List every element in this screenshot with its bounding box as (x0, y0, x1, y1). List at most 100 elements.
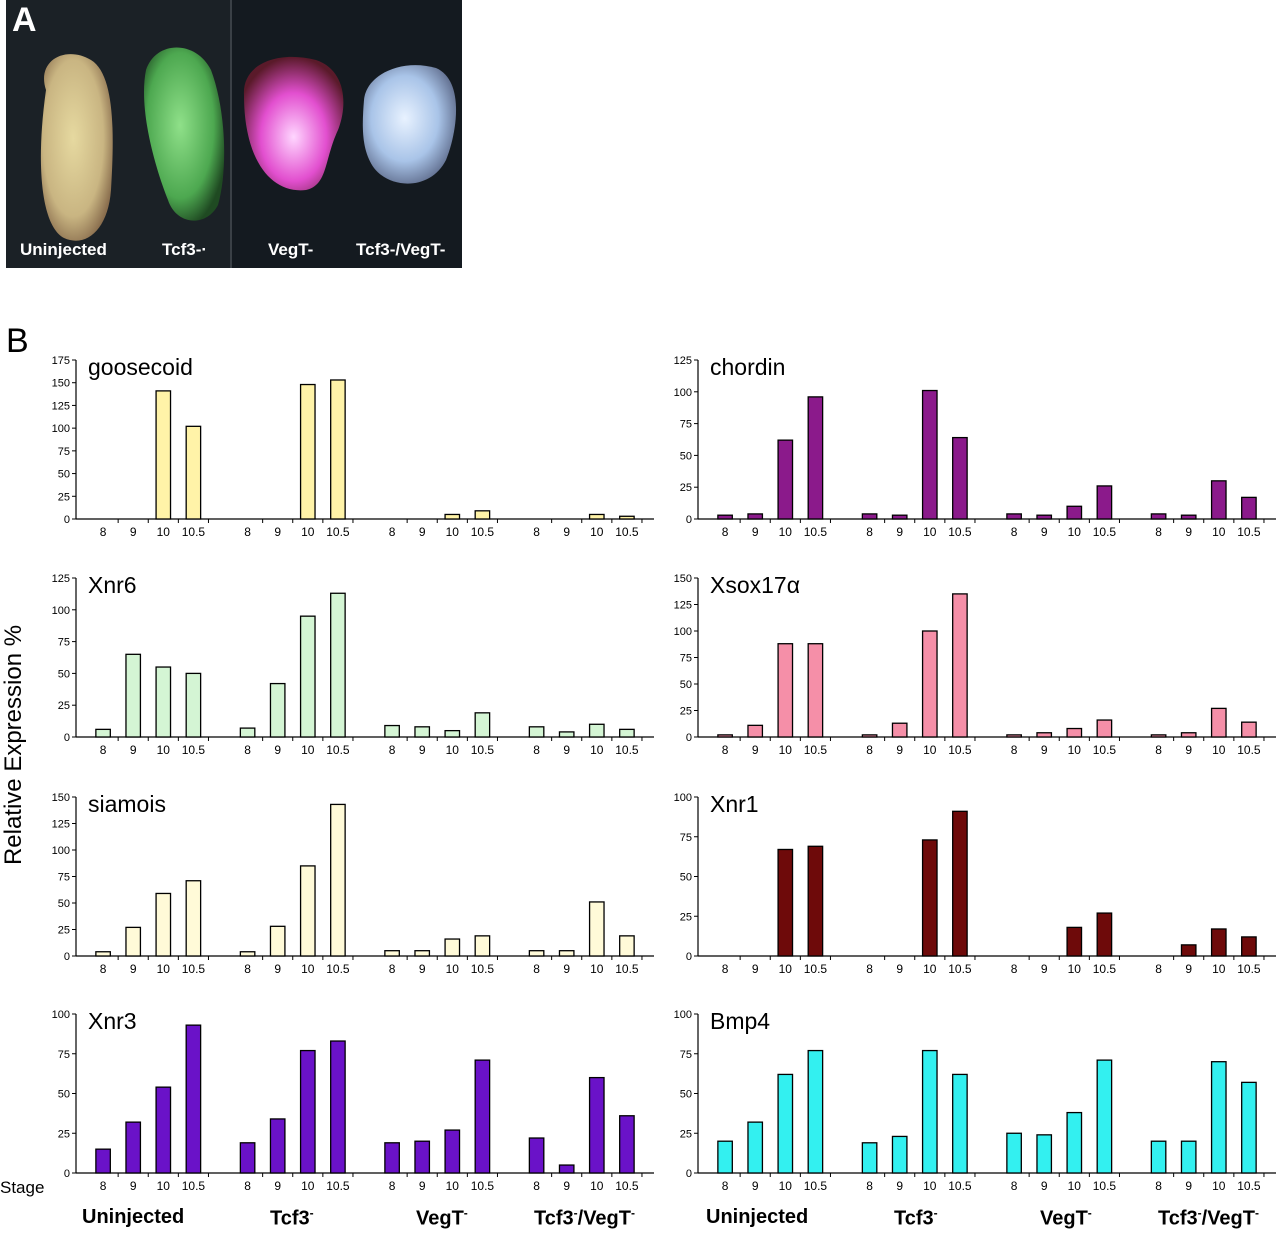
chart-xsox17: 0 25 50 75 100 125 150 Xsox17α 8 9 10 10.5 8 9 10 10.5 8… (674, 572, 1276, 757)
y-tick-label: 125 (674, 355, 692, 367)
y-tick-label: 25 (58, 1128, 70, 1140)
chart-goosecoid: 0 25 50 75 100 125 150 175 goosecoid 8 9 10 10.5 8 9 10… (52, 354, 654, 539)
x-tick-label: 9 (1185, 1179, 1192, 1193)
bar (384, 1142, 400, 1174)
bar (747, 513, 764, 520)
x-tick-label: 8 (1011, 743, 1018, 757)
group-label-vegt-right: VegT- (1040, 1206, 1092, 1230)
x-tick-label: 10 (779, 743, 793, 757)
chart-title: siamois (88, 791, 166, 817)
x-tick-label: 10.5 (804, 1179, 828, 1193)
bar (125, 926, 142, 957)
y-tick-label: 150 (52, 378, 70, 390)
bar (1096, 485, 1113, 520)
embryo-uninjected (40, 54, 113, 241)
bar (299, 383, 316, 520)
bar (747, 1121, 764, 1174)
embryo-tcf3 (144, 47, 225, 221)
y-tick-label: 150 (674, 573, 692, 585)
x-tick-label: 10.5 (182, 1179, 206, 1193)
caption-vegt: VegT- (268, 240, 314, 259)
x-tick-label: 10 (1068, 1179, 1082, 1193)
caption-tcf3-vegt: Tcf3-/VegT- (356, 240, 446, 259)
chart-bmp4: 0 25 50 75 100 Bmp4 8 9 10 10.5 8 9 10 10.5 8 9 10 10.5 8 9… (674, 1008, 1276, 1193)
y-tick-label: 0 (64, 514, 70, 526)
y-tick-label: 175 (52, 355, 70, 367)
y-tick-label: 50 (680, 679, 692, 691)
y-tick-label: 25 (680, 706, 692, 718)
bar (861, 513, 878, 520)
x-tick-label: 8 (722, 525, 729, 539)
x-tick-label: 10.5 (804, 743, 828, 757)
bar (891, 1135, 908, 1174)
bar (239, 951, 256, 957)
bar (777, 1073, 794, 1174)
y-tick-label: 0 (64, 951, 70, 963)
bar (891, 722, 908, 738)
x-tick-label: 9 (563, 525, 570, 539)
bar (269, 925, 286, 957)
bar (155, 892, 172, 957)
x-tick-label: 10.5 (1093, 743, 1117, 757)
bar (558, 950, 575, 957)
chart-title: Xnr6 (88, 572, 137, 598)
y-tick-label: 50 (58, 668, 70, 680)
bar (1241, 1081, 1257, 1174)
chart-siamois: 0 25 50 75 100 125 150 siamois 8 9 10 10.5 8 9 10 10.5 8… (52, 791, 654, 976)
y-tick-label: 125 (52, 400, 70, 412)
bar (185, 1024, 202, 1174)
bar (1066, 926, 1083, 957)
bar (1150, 513, 1167, 520)
bar (921, 389, 938, 520)
x-tick-label: 8 (244, 743, 251, 757)
x-tick-label: 10 (1068, 743, 1082, 757)
x-tick-label: 10 (1212, 743, 1226, 757)
y-tick-label: 125 (674, 600, 692, 612)
group-label-tcf3-vegt-right: Tcf3-/VegT- (1158, 1206, 1259, 1230)
x-tick-label: 10.5 (182, 743, 206, 757)
x-tick-label: 10 (446, 1179, 460, 1193)
x-tick-label: 8 (722, 1179, 729, 1193)
chart-title: Xsox17α (710, 572, 800, 598)
x-tick-label: 8 (100, 962, 107, 976)
y-tick-label: 100 (52, 845, 70, 857)
bar (1066, 1111, 1083, 1174)
panel-b-label: B (6, 322, 29, 360)
x-tick-label: 10.5 (948, 525, 972, 539)
x-tick-label: 10 (1068, 525, 1082, 539)
x-tick-label: 8 (389, 525, 396, 539)
bar (1210, 928, 1227, 957)
group-label-uninjected-right: Uninjected (706, 1206, 809, 1228)
x-tick-label: 9 (419, 1179, 426, 1193)
caption-uninjected: Uninjected (20, 240, 107, 259)
chart-title: Bmp4 (710, 1008, 770, 1034)
x-tick-label: 10 (590, 525, 604, 539)
bar (474, 935, 491, 957)
y-tick-label: 25 (58, 491, 70, 503)
y-tick-label: 125 (52, 819, 70, 831)
x-tick-label: 10.5 (1237, 743, 1261, 757)
bar (1150, 734, 1167, 738)
y-tick-label: 75 (680, 419, 692, 431)
bar (299, 615, 316, 738)
x-tick-label: 10.5 (1237, 525, 1261, 539)
x-tick-label: 9 (752, 1179, 759, 1193)
bar (1210, 707, 1227, 738)
x-tick-label: 9 (130, 1179, 137, 1193)
x-tick-label: 10.5 (1093, 1179, 1117, 1193)
x-tick-label: 10.5 (1093, 525, 1117, 539)
x-tick-label: 9 (1041, 962, 1048, 976)
chart-xnr6: 0 25 50 75 100 125 Xnr6 8 9 10 10.5 8 9 10 10.5 8 9 10 10.… (52, 572, 654, 757)
x-tick-label: 10 (301, 962, 315, 976)
bar (330, 379, 346, 520)
x-tick-label: 8 (1155, 962, 1162, 976)
bar (95, 1148, 111, 1174)
bar (807, 845, 824, 957)
x-tick-label: 9 (130, 525, 137, 539)
bar (777, 848, 794, 957)
bar (528, 726, 545, 738)
x-tick-label: 8 (244, 1179, 251, 1193)
y-tick-label: 50 (680, 450, 692, 462)
x-tick-label: 10.5 (804, 962, 828, 976)
x-tick-label: 10 (590, 962, 604, 976)
